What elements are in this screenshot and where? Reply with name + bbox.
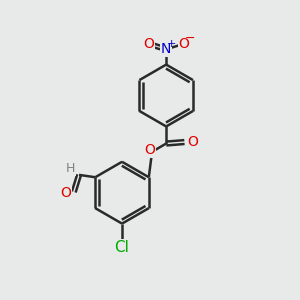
Text: O: O	[60, 186, 71, 200]
Text: O: O	[143, 37, 154, 51]
Text: +: +	[167, 39, 176, 49]
Text: −: −	[184, 32, 195, 45]
Text: O: O	[144, 143, 155, 157]
Text: O: O	[178, 37, 189, 51]
Text: H: H	[66, 162, 76, 175]
Text: O: O	[187, 135, 198, 149]
Text: N: N	[161, 42, 171, 56]
Text: Cl: Cl	[115, 240, 130, 255]
